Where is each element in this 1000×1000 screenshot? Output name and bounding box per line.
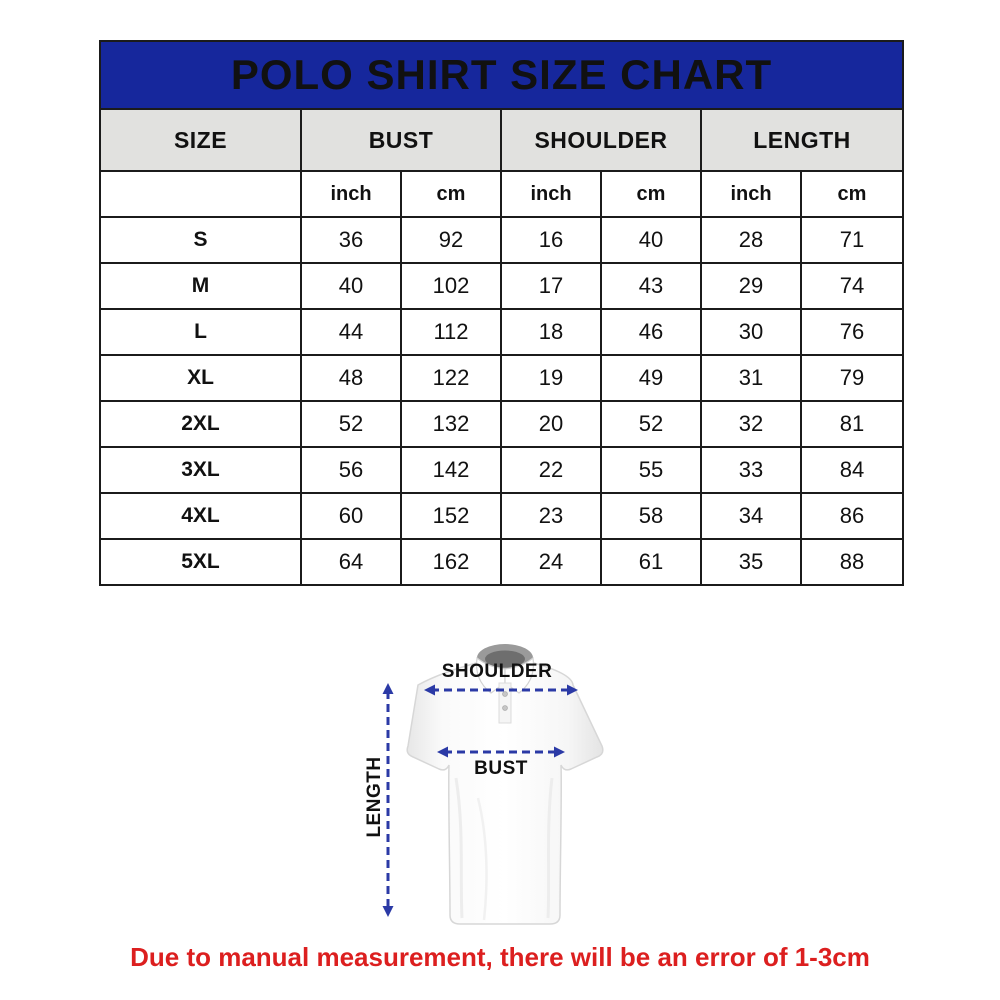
bust-arrow [437, 746, 565, 758]
shoulder-arrow [424, 684, 578, 696]
value-cell: 32 [700, 400, 802, 448]
value-cell: 81 [800, 400, 904, 448]
table-row: 5XL 64 162 24 61 35 88 [99, 538, 904, 586]
value-cell: 18 [500, 308, 602, 356]
value-cell: 71 [800, 216, 904, 264]
value-cell: 31 [700, 354, 802, 402]
value-cell: 23 [500, 492, 602, 540]
value-cell: 152 [400, 492, 502, 540]
length-arrow [382, 683, 394, 917]
value-cell: 58 [600, 492, 702, 540]
value-cell: 86 [800, 492, 904, 540]
chart-title: POLO SHIRT SIZE CHART [99, 40, 904, 110]
value-cell: 46 [600, 308, 702, 356]
value-cell: 92 [400, 216, 502, 264]
value-cell: 122 [400, 354, 502, 402]
value-cell: 30 [700, 308, 802, 356]
size-cell: L [99, 308, 302, 356]
length-label: LENGTH [364, 756, 385, 838]
table-row: XL 48 122 19 49 31 79 [99, 354, 904, 402]
col-header-bust: BUST [300, 108, 502, 172]
size-cell: 3XL [99, 446, 302, 494]
table-row: M 40 102 17 43 29 74 [99, 262, 904, 310]
unit-header-row: inch cm inch cm inch cm [99, 170, 904, 218]
value-cell: 74 [800, 262, 904, 310]
polo-shirt-illustration [382, 644, 604, 925]
value-cell: 84 [800, 446, 904, 494]
measurement-note: Due to manual measurement, there will be… [130, 942, 870, 972]
value-cell: 44 [300, 308, 402, 356]
unit-header: inch [500, 170, 602, 218]
col-header-length: LENGTH [700, 108, 904, 172]
size-cell: 5XL [99, 538, 302, 586]
value-cell: 64 [300, 538, 402, 586]
value-cell: 55 [600, 446, 702, 494]
value-cell: 112 [400, 308, 502, 356]
value-cell: 60 [300, 492, 402, 540]
value-cell: 61 [600, 538, 702, 586]
bust-label: BUST [474, 758, 528, 779]
table-row: 4XL 60 152 23 58 34 86 [99, 492, 904, 540]
value-cell: 40 [600, 216, 702, 264]
value-cell: 132 [400, 400, 502, 448]
value-cell: 162 [400, 538, 502, 586]
value-cell: 52 [600, 400, 702, 448]
value-cell: 22 [500, 446, 602, 494]
value-cell: 36 [300, 216, 402, 264]
table-row: L 44 112 18 46 30 76 [99, 308, 904, 356]
size-table-body: S 36 92 16 40 28 71 M 40 102 17 43 29 74… [99, 216, 904, 586]
size-cell: 2XL [99, 400, 302, 448]
value-cell: 28 [700, 216, 802, 264]
unit-header: inch [300, 170, 402, 218]
value-cell: 24 [500, 538, 602, 586]
value-cell: 79 [800, 354, 904, 402]
value-cell: 20 [500, 400, 602, 448]
value-cell: 40 [300, 262, 402, 310]
size-cell: 4XL [99, 492, 302, 540]
value-cell: 43 [600, 262, 702, 310]
table-row: S 36 92 16 40 28 71 [99, 216, 904, 264]
value-cell: 102 [400, 262, 502, 310]
value-cell: 52 [300, 400, 402, 448]
table-row: 3XL 56 142 22 55 33 84 [99, 446, 904, 494]
title-row: POLO SHIRT SIZE CHART [99, 40, 904, 110]
value-cell: 48 [300, 354, 402, 402]
size-cell: XL [99, 354, 302, 402]
unit-header: cm [600, 170, 702, 218]
value-cell: 56 [300, 446, 402, 494]
value-cell: 17 [500, 262, 602, 310]
measurement-diagram: SHOULDER BUST LENGTH [338, 628, 662, 940]
value-cell: 29 [700, 262, 802, 310]
shoulder-label: SHOULDER [441, 661, 553, 682]
value-cell: 34 [700, 492, 802, 540]
value-cell: 16 [500, 216, 602, 264]
collar [475, 644, 535, 724]
value-cell: 33 [700, 446, 802, 494]
size-chart-table: POLO SHIRT SIZE CHART SIZE BUST SHOULDER… [99, 40, 904, 586]
unit-header-blank [99, 170, 302, 218]
col-header-shoulder: SHOULDER [500, 108, 702, 172]
group-header-row: SIZE BUST SHOULDER LENGTH [99, 108, 904, 172]
polo-shirt-shape [406, 644, 604, 925]
value-cell: 142 [400, 446, 502, 494]
value-cell: 88 [800, 538, 904, 586]
value-cell: 19 [500, 354, 602, 402]
value-cell: 76 [800, 308, 904, 356]
value-cell: 35 [700, 538, 802, 586]
unit-header: cm [400, 170, 502, 218]
value-cell: 49 [600, 354, 702, 402]
size-cell: M [99, 262, 302, 310]
col-header-size: SIZE [99, 108, 302, 172]
size-cell: S [99, 216, 302, 264]
unit-header: cm [800, 170, 904, 218]
table-row: 2XL 52 132 20 52 32 81 [99, 400, 904, 448]
unit-header: inch [700, 170, 802, 218]
